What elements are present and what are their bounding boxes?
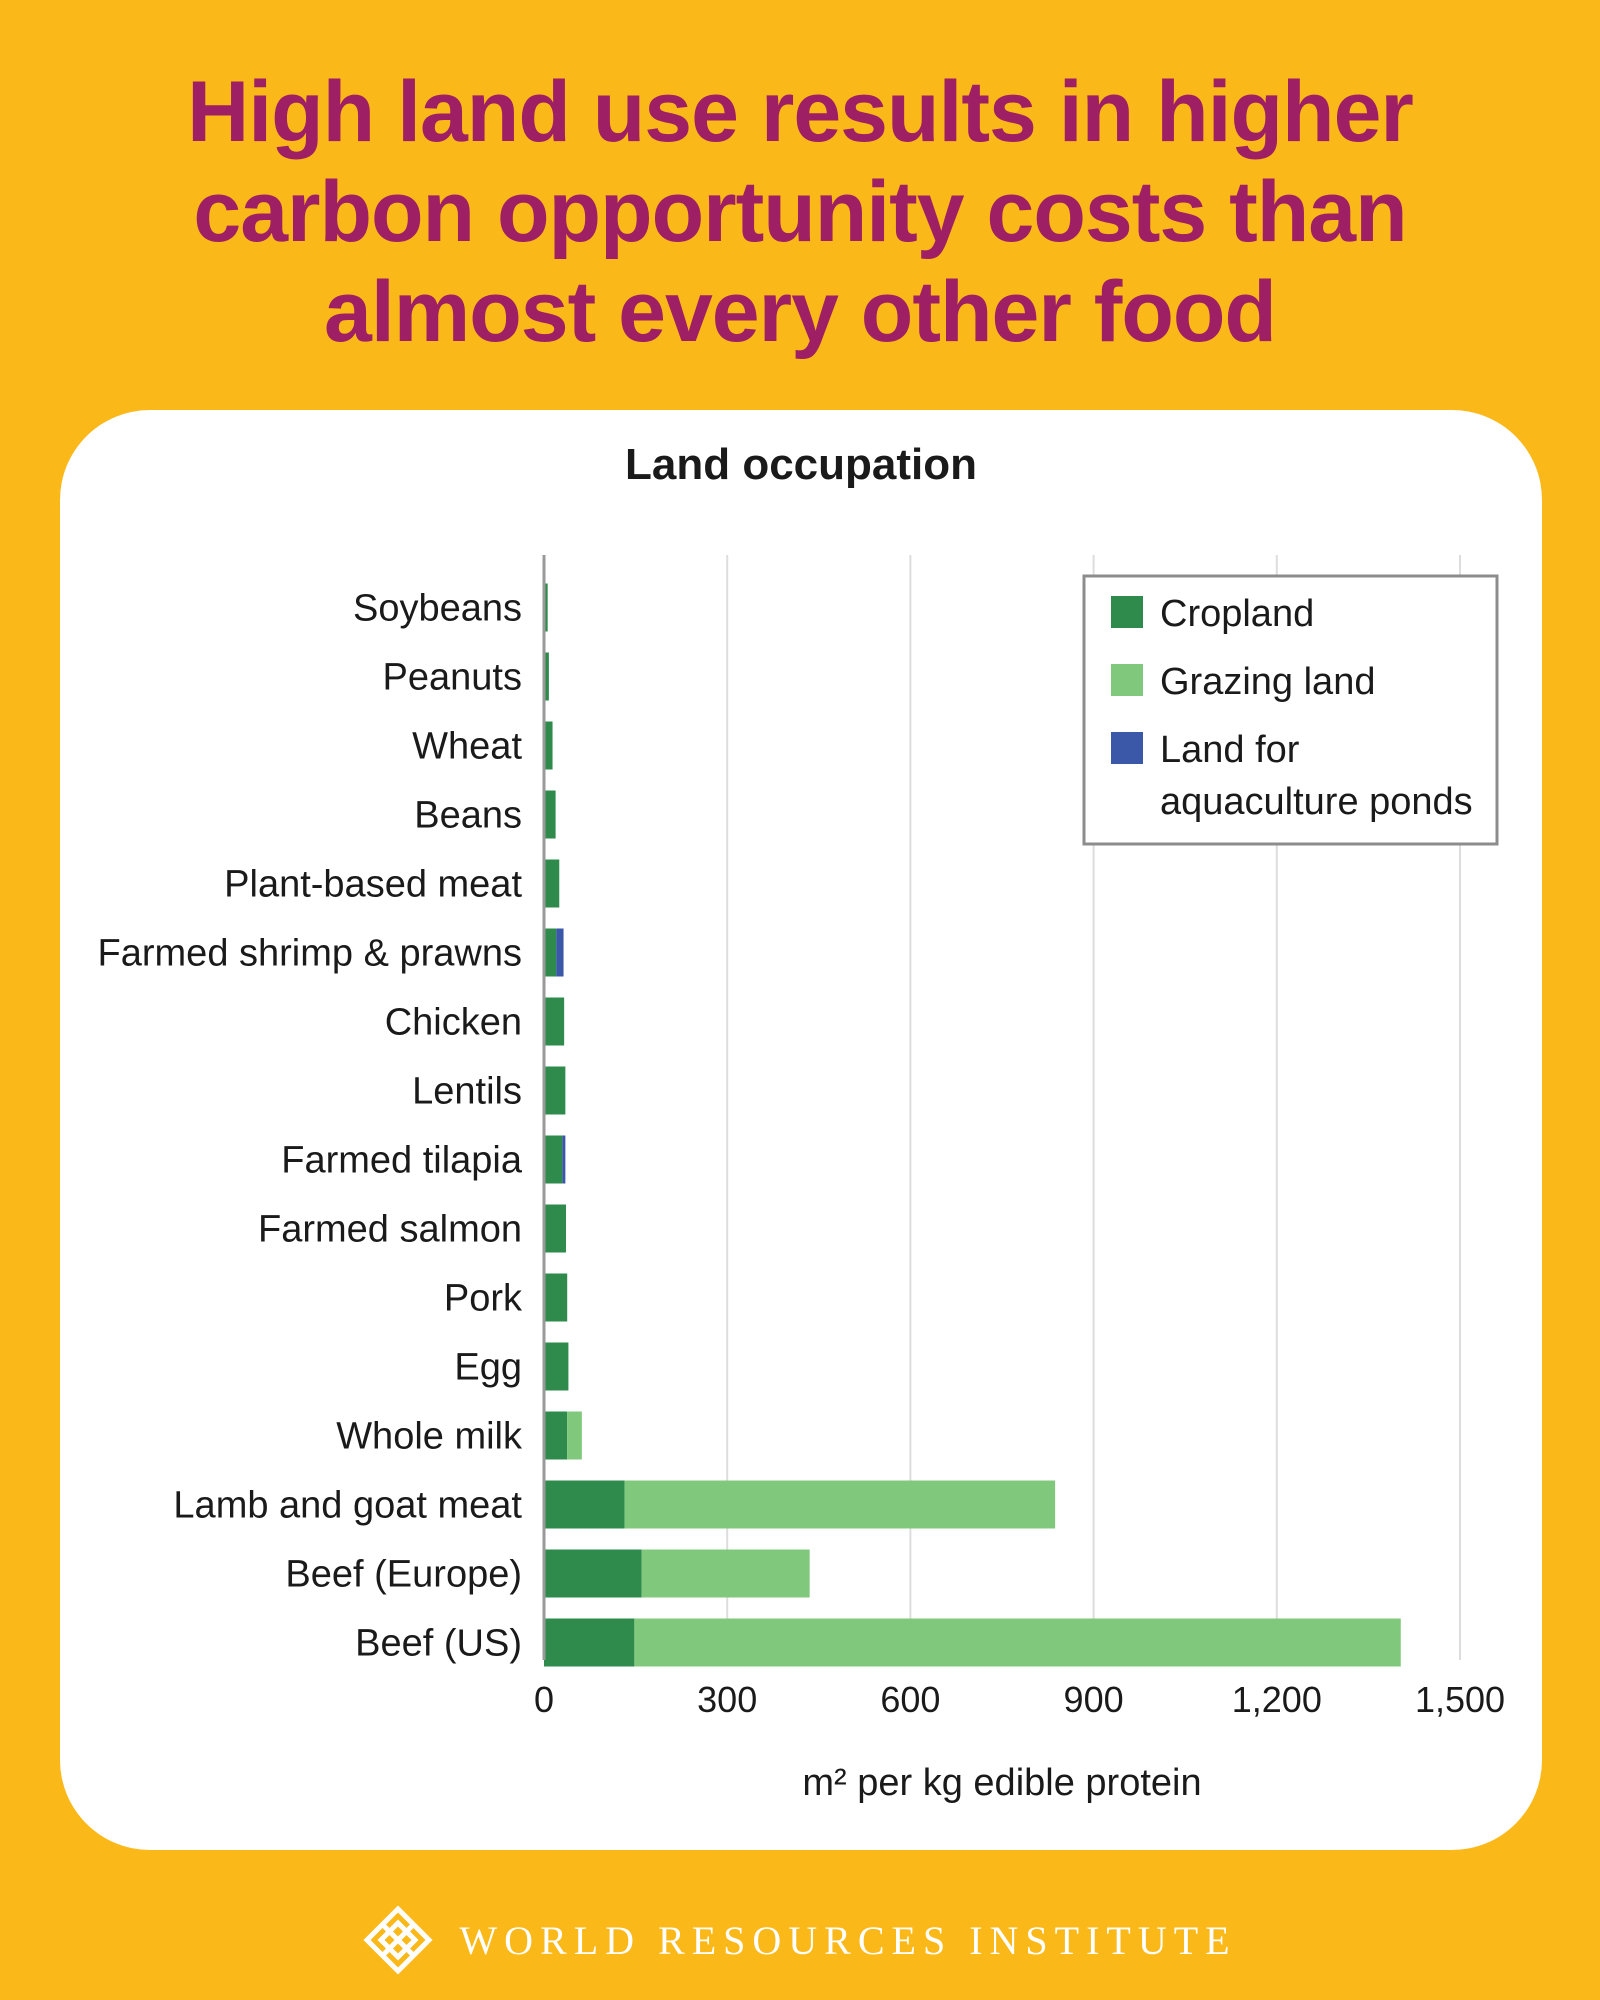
bar-cropland — [544, 1066, 566, 1115]
bar-cropland — [544, 1618, 635, 1667]
category-label: Egg — [454, 1347, 522, 1389]
legend-box — [1082, 574, 1499, 846]
bar-cropland — [544, 1342, 569, 1391]
category-label: Farmed salmon — [258, 1209, 522, 1251]
page-title-line-3: almost every other food — [324, 264, 1277, 360]
bar-cropland — [544, 1204, 566, 1253]
bar-cropland — [544, 583, 548, 632]
legend: Cropland Grazing land Land for aquacultu… — [1082, 574, 1499, 846]
category-label: Wheat — [412, 726, 522, 768]
bar-cropland — [544, 721, 553, 770]
category-labels: Soybeans Peanuts Wheat Beans Plant-based mea… — [98, 588, 523, 1665]
bar-cropland — [544, 859, 560, 908]
bar-cropland — [544, 790, 556, 839]
bar-cropland — [544, 652, 549, 701]
bar-grazing-land — [641, 1549, 810, 1598]
category-label: Chicken — [385, 1002, 522, 1044]
category-label: Lentils — [412, 1071, 522, 1113]
page-title-line-1: High land use results in higher — [187, 64, 1414, 160]
bar-aquaculture — [556, 928, 564, 977]
x-tick-label: 1,500 — [1415, 1679, 1505, 1720]
legend-label-aquaculture-line-2: aquaculture ponds — [1160, 781, 1473, 823]
bar-grazing-land — [567, 1411, 582, 1460]
x-tick-label: 600 — [880, 1679, 940, 1720]
page-title: High land use results in higher carbon o… — [60, 62, 1540, 362]
chart-card: Land occupation Soybeans Peanuts Wheat Bean… — [60, 410, 1542, 1850]
x-tick-label: 900 — [1064, 1679, 1124, 1720]
page-title-line-2: carbon opportunity costs than — [193, 164, 1407, 260]
category-label: Soybeans — [353, 588, 522, 630]
footer-org-name: WORLD RESOURCES INSTITUTE — [459, 1917, 1237, 1963]
category-label: Beans — [414, 795, 522, 837]
category-label: Farmed shrimp & prawns — [98, 933, 522, 975]
bar-cropland — [544, 1273, 568, 1322]
legend-label-aquaculture-line-1: Land for — [1160, 729, 1300, 771]
bar-cropland — [544, 1135, 563, 1184]
land-occupation-chart: Soybeans Peanuts Wheat Beans Plant-based mea… — [98, 555, 1505, 1804]
bar-cropland — [544, 1549, 642, 1598]
category-label: Beef (US) — [355, 1623, 522, 1665]
legend-label-cropland: Cropland — [1160, 593, 1314, 635]
legend-label-grazing-land: Grazing land — [1160, 661, 1375, 703]
bar-aquaculture — [562, 1135, 566, 1184]
wri-knot-logo-icon — [363, 1905, 433, 1975]
legend-swatch-aquaculture — [1111, 732, 1143, 764]
category-label: Plant-based meat — [224, 864, 522, 906]
category-label: Peanuts — [383, 657, 522, 699]
category-label: Whole milk — [336, 1416, 523, 1458]
legend-swatch-cropland — [1111, 596, 1143, 628]
x-tick-label: 1,200 — [1232, 1679, 1322, 1720]
category-label: Lamb and goat meat — [173, 1485, 522, 1527]
bar-cropland — [544, 997, 565, 1046]
x-axis-title: m² per kg edible protein — [802, 1762, 1201, 1804]
bars — [544, 583, 1401, 1667]
category-label: Beef (Europe) — [285, 1554, 522, 1596]
category-label: Pork — [444, 1278, 523, 1320]
legend-swatch-grazing-land — [1111, 664, 1143, 696]
bar-cropland — [544, 1411, 568, 1460]
x-tick-label: 300 — [697, 1679, 757, 1720]
footer: WORLD RESOURCES INSTITUTE — [0, 1905, 1600, 1975]
chart-title: Land occupation — [625, 440, 977, 489]
bar-cropland — [544, 928, 557, 977]
bar-grazing-land — [624, 1480, 1056, 1529]
x-tick-labels: 0 300 600 900 1,200 1,500 — [534, 1679, 1505, 1720]
x-tick-label: 0 — [534, 1679, 554, 1720]
bar-grazing-land — [634, 1618, 1401, 1667]
bar-cropland — [544, 1480, 625, 1529]
category-label: Farmed tilapia — [281, 1140, 523, 1182]
